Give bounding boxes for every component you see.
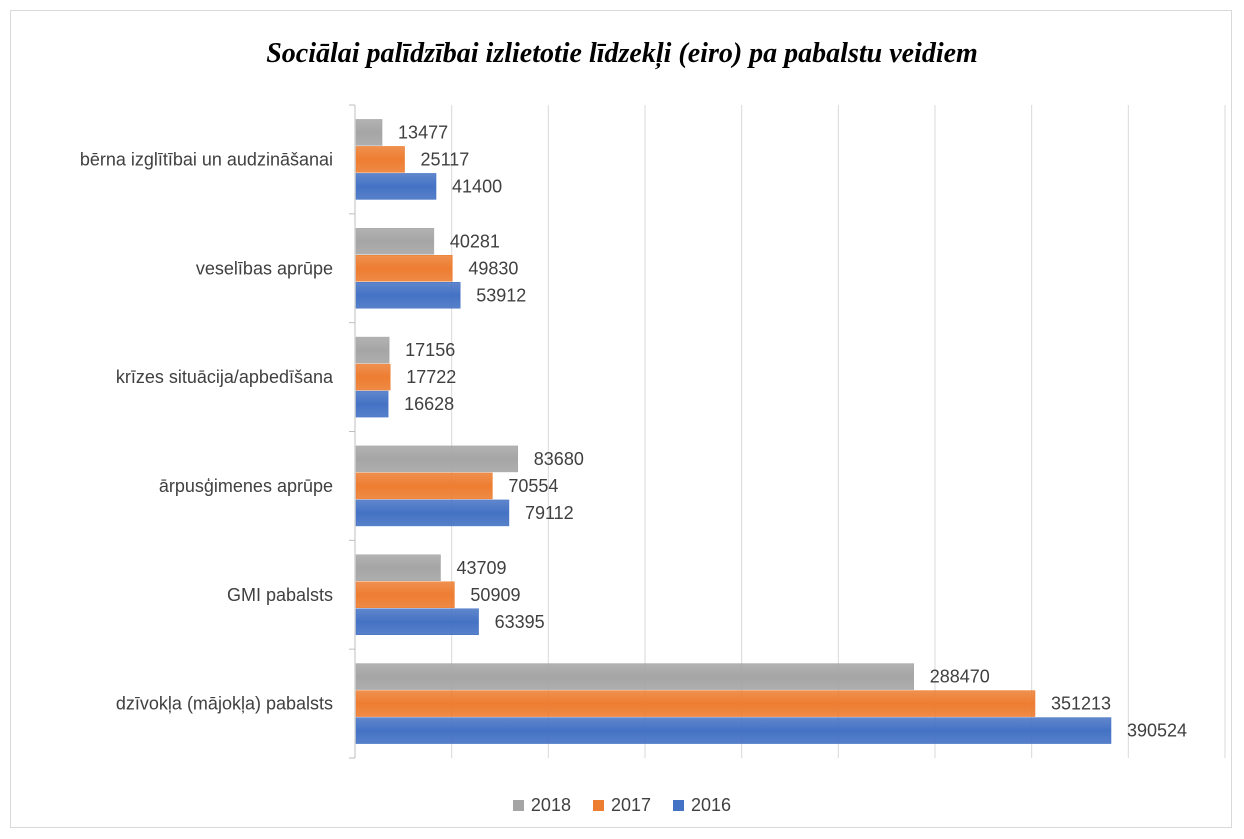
category-label: krīzes situācija/apbedīšana [116, 367, 334, 387]
bar [355, 390, 389, 418]
bar [355, 228, 435, 255]
category-label: ārpusģimenes aprūpe [159, 476, 333, 496]
data-label: 25117 [421, 149, 470, 169]
legend-item: 2016 [673, 795, 731, 816]
data-label: 63395 [495, 612, 545, 632]
category-label: dzīvokļa (mājokļa) pabalsts [116, 694, 333, 714]
data-label: 390524 [1127, 721, 1187, 741]
data-label: 53912 [476, 285, 526, 305]
legend-item: 2017 [592, 795, 652, 816]
data-label: 351213 [1051, 694, 1111, 714]
data-label: 288470 [930, 667, 990, 687]
data-label: 70554 [508, 476, 558, 496]
data-label: 50909 [470, 585, 520, 605]
bar [355, 282, 461, 309]
data-label: 43709 [457, 558, 507, 578]
legend-label: 2017 [610, 795, 652, 815]
bar [355, 336, 390, 364]
data-label: 13477 [398, 122, 448, 142]
category-label: GMI pabalsts [227, 585, 333, 605]
data-label: 49830 [468, 258, 518, 278]
chart-legend: 2018 2017 2016 [0, 795, 1244, 816]
bar [355, 445, 519, 473]
category-label: veselības aprūpe [196, 258, 333, 278]
legend-label: 2018 [530, 795, 571, 815]
chart-title: Sociālai palīdzībai izlietotie līdzekļi … [266, 38, 978, 69]
data-label: 83680 [534, 449, 584, 469]
legend-swatch [512, 800, 524, 811]
bar [355, 608, 479, 635]
bar [355, 663, 914, 690]
legend-item: 2018 [512, 795, 571, 816]
bar [355, 146, 405, 173]
bar [355, 554, 441, 581]
bar [355, 363, 391, 391]
bar [355, 173, 437, 200]
legend-label: 2016 [691, 795, 732, 815]
legend-swatch [592, 800, 604, 811]
legend-swatch [673, 800, 685, 811]
data-label: 17722 [406, 367, 456, 387]
data-label: 40281 [450, 231, 500, 251]
bar [355, 499, 510, 527]
bar [355, 581, 455, 608]
bar [355, 690, 1036, 717]
data-label: 17156 [405, 340, 455, 360]
bar [355, 119, 383, 146]
data-label: 41400 [452, 176, 502, 196]
data-label: 16628 [404, 394, 454, 414]
data-label: 79112 [525, 503, 574, 523]
category-label: bērna izglītībai un audzināšanai [80, 149, 333, 169]
bar [355, 472, 493, 500]
bar [355, 717, 1112, 744]
bar [355, 255, 453, 282]
